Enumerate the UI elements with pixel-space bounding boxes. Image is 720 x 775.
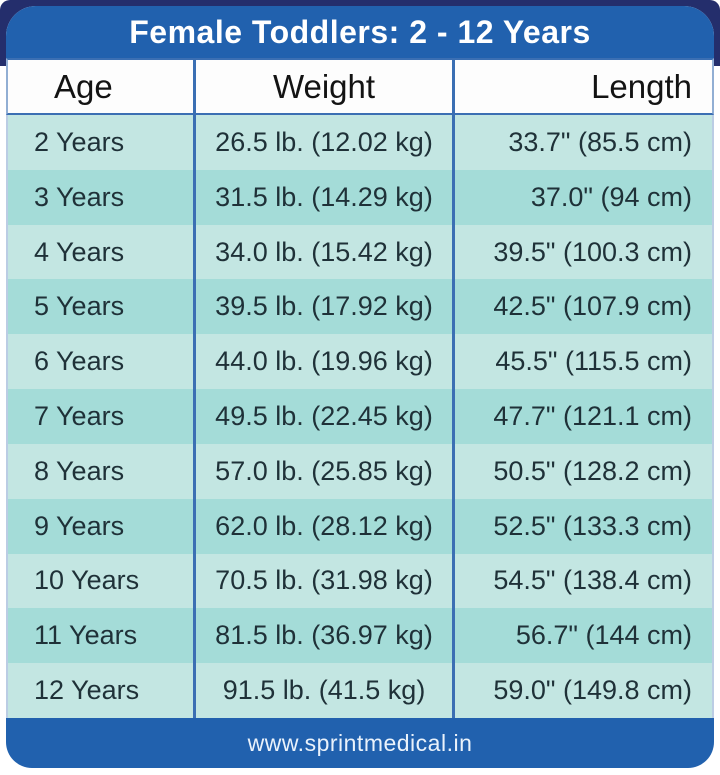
weight-cell: 34.0 lb. (15.42 kg) [193,224,455,280]
length-cell: 56.7" (144 cm) [515,620,692,651]
weight-cell: 81.5 lb. (36.97 kg) [193,608,455,664]
table-body: 2 Years 26.5 lb. (12.02 kg) 33.7" (85.5 … [6,115,714,718]
length-cell: 42.5" (107.9 cm) [493,291,692,322]
title-bar: Female Toddlers: 2 - 12 Years [6,6,714,58]
table-row: 3 Years 31.5 lb. (14.29 kg) 37.0" (94 cm… [8,169,712,225]
age-cell: 11 Years [34,620,138,651]
weight-cell: 39.5 lb. (17.92 kg) [193,279,455,335]
column-header-weight: Weight [193,60,455,113]
weight-cell: 91.5 lb. (41.5 kg) [193,663,455,718]
growth-chart-card: Female Toddlers: 2 - 12 Years Age Weight… [6,6,714,768]
table-row: 7 Years 49.5 lb. (22.45 kg) 47.7" (121.1… [8,389,712,444]
length-cell: 50.5" (128.2 cm) [493,455,692,486]
age-cell: 12 Years [34,675,140,706]
age-cell: 10 Years [34,565,140,596]
length-cell: 59.0" (149.8 cm) [493,675,692,706]
age-cell: 2 Years [34,126,125,157]
table-row: 12 Years 91.5 lb. (41.5 kg) 59.0" (149.8… [8,663,712,718]
table-row: 4 Years 34.0 lb. (15.42 kg) 39.5" (100.3… [8,224,712,280]
website-link[interactable]: www.sprintmedical.in [247,729,473,756]
length-cell: 45.5" (115.5 cm) [495,346,692,377]
weight-cell: 70.5 lb. (31.98 kg) [193,553,455,609]
age-cell: 4 Years [34,236,125,267]
table-row: 6 Years 44.0 lb. (19.96 kg) 45.5" (115.5… [8,334,712,390]
age-cell: 9 Years [34,510,125,541]
age-cell: 5 Years [34,291,125,322]
age-cell: 3 Years [34,181,125,212]
footer-bar: www.sprintmedical.in [6,718,714,768]
weight-cell: 62.0 lb. (28.12 kg) [193,498,455,554]
weight-cell: 44.0 lb. (19.96 kg) [193,334,455,390]
table-row: 5 Years 39.5 lb. (17.92 kg) 42.5" (107.9… [8,279,712,335]
weight-cell: 49.5 lb. (22.45 kg) [193,389,455,444]
page-title: Female Toddlers: 2 - 12 Years [129,13,591,50]
age-cell: 8 Years [34,455,125,486]
age-cell: 6 Years [34,346,125,377]
table-row: 10 Years 70.5 lb. (31.98 kg) 54.5" (138.… [8,553,712,609]
table-row: 9 Years 62.0 lb. (28.12 kg) 52.5" (133.3… [8,498,712,554]
length-cell: 39.5" (100.3 cm) [493,236,692,267]
table-row: 11 Years 81.5 lb. (36.97 kg) 56.7" (144 … [8,608,712,664]
weight-cell: 26.5 lb. (12.02 kg) [193,115,455,170]
age-cell: 7 Years [34,400,125,431]
column-header-length: Length [591,67,692,105]
length-cell: 37.0" (94 cm) [530,181,692,212]
table-row: 8 Years 57.0 lb. (25.85 kg) 50.5" (128.2… [8,443,712,499]
length-cell: 47.7" (121.1 cm) [493,400,692,431]
weight-cell: 31.5 lb. (14.29 kg) [193,169,455,225]
length-cell: 33.7" (85.5 cm) [508,126,692,157]
weight-cell: 57.0 lb. (25.85 kg) [193,443,455,499]
length-cell: 52.5" (133.3 cm) [493,510,692,541]
table-row: 2 Years 26.5 lb. (12.02 kg) 33.7" (85.5 … [8,115,712,170]
length-cell: 54.5" (138.4 cm) [493,565,692,596]
column-header-age: Age [54,67,113,105]
table-header-row: Age Weight Length [6,58,714,115]
